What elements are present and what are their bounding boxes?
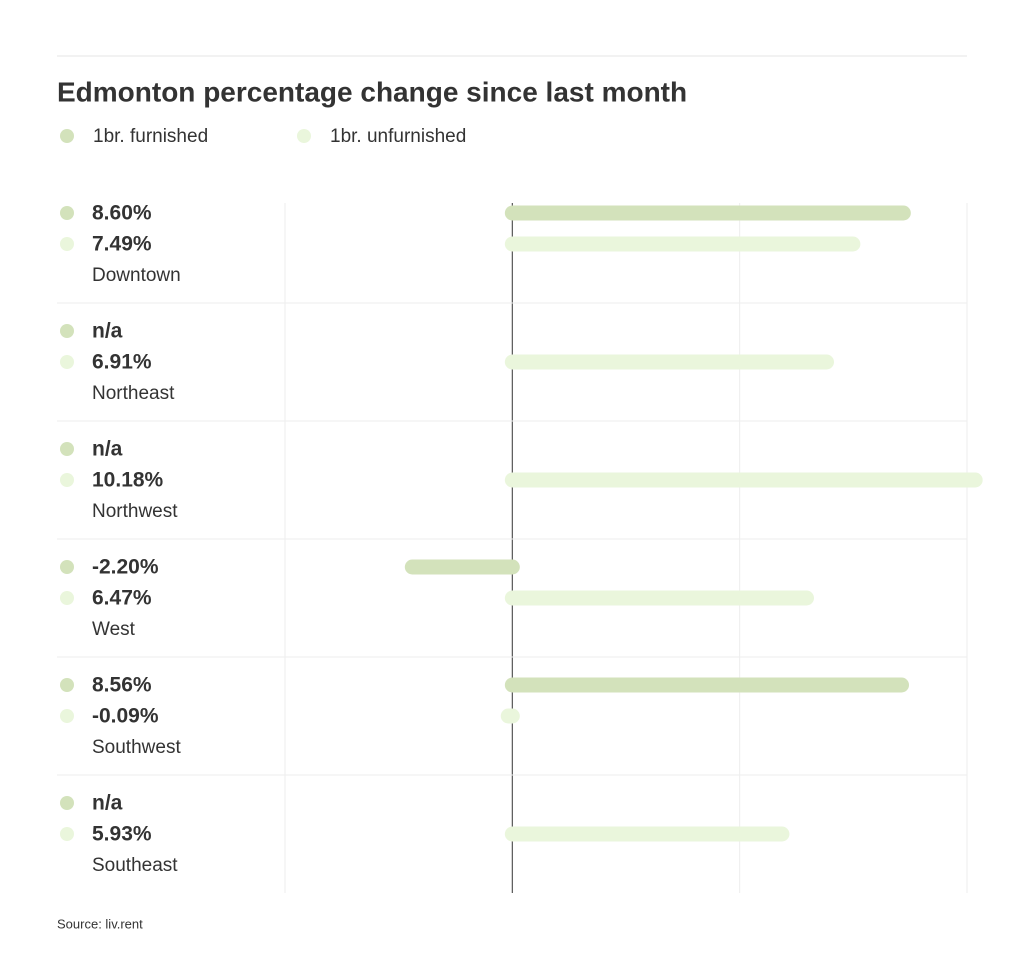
legend-label: 1br. furnished <box>93 126 208 147</box>
legend-marker <box>60 129 74 143</box>
source: Source: liv.rent <box>57 916 143 931</box>
chart-title: Edmonton percentage change since last mo… <box>57 76 687 107</box>
value-label: n/a <box>92 438 123 461</box>
value-label: 6.91% <box>92 351 152 374</box>
value-label: 10.18% <box>92 469 164 492</box>
row-marker <box>60 796 74 810</box>
value-label: n/a <box>92 792 123 815</box>
value-label: 5.93% <box>92 823 152 846</box>
row-marker <box>60 678 74 692</box>
row-marker <box>60 324 74 338</box>
value-label: -0.09% <box>92 705 159 728</box>
category-label: Northeast <box>92 383 175 404</box>
category-label: Southwest <box>92 737 181 758</box>
row-marker <box>60 709 74 723</box>
category-label: Downtown <box>92 265 181 286</box>
row-marker <box>60 206 74 220</box>
legend-marker <box>297 129 311 143</box>
value-label: 8.60% <box>92 202 152 225</box>
row-marker <box>60 473 74 487</box>
row-marker <box>60 355 74 369</box>
value-label: 7.49% <box>92 233 152 256</box>
category-label: Southeast <box>92 855 178 876</box>
value-label: 6.47% <box>92 587 152 610</box>
legend-label: 1br. unfurnished <box>330 126 466 147</box>
value-label: 8.56% <box>92 674 152 697</box>
row-marker <box>60 442 74 456</box>
value-label: -2.20% <box>92 556 159 579</box>
row-marker <box>60 827 74 841</box>
row-marker <box>60 560 74 574</box>
row-marker <box>60 591 74 605</box>
row-marker <box>60 237 74 251</box>
value-label: n/a <box>92 320 123 343</box>
category-label: Northwest <box>92 501 178 522</box>
category-label: West <box>92 619 136 640</box>
